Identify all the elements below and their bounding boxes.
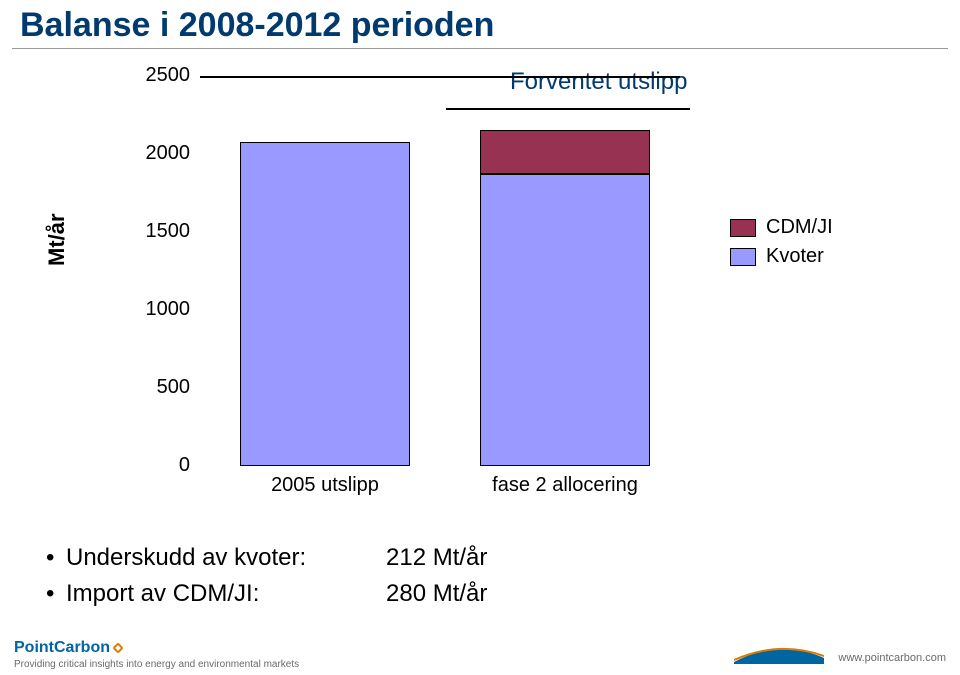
bullet-icon: • [46, 540, 66, 576]
ytick-1000: 1000 [120, 298, 190, 321]
fact-underskudd: • Underskudd av kvoter: 212 Mt/år [46, 540, 586, 576]
bar-segment-cdmji-1 [480, 130, 650, 174]
fact-label-0: Underskudd av kvoter: [66, 540, 386, 576]
slide: Balanse i 2008-2012 perioden Forventet u… [0, 0, 960, 675]
fact-label-1: Import av CDM/JI: [66, 576, 386, 612]
title-divider [12, 48, 948, 49]
footer: PointCarbon Providing critical insights … [0, 633, 960, 675]
ytick-2500: 2500 [120, 64, 190, 87]
facts-list: • Underskudd av kvoter: 212 Mt/år • Impo… [46, 540, 586, 612]
page-title: Balanse i 2008-2012 perioden [20, 6, 494, 45]
fact-import: • Import av CDM/JI: 280 Mt/år [46, 576, 586, 612]
bar-fase2-allocering [480, 130, 650, 466]
xtick-1: fase 2 allocering [470, 474, 660, 497]
ytick-500: 500 [120, 376, 190, 399]
ytick-0: 0 [120, 454, 190, 477]
legend-label-kvoter: Kvoter [766, 245, 824, 268]
bar-2005-utslipp [240, 142, 410, 466]
bullet-icon: • [46, 576, 66, 612]
y-axis-label: Mt/år [44, 213, 70, 266]
bar-segment-kvoter-1 [480, 174, 650, 466]
brand-name: PointCarbon [14, 639, 299, 657]
legend-item-cdmji: CDM/JI [730, 216, 900, 239]
brand-text: PointCarbon [14, 639, 110, 657]
fact-value-1: 280 Mt/år [386, 576, 586, 612]
ytick-2000: 2000 [120, 142, 190, 165]
legend-label-cdmji: CDM/JI [766, 216, 833, 239]
legend-swatch-cdmji [730, 219, 756, 237]
xtick-0: 2005 utslipp [230, 474, 420, 497]
brand-accent-icon [112, 642, 123, 653]
plot-area [200, 76, 680, 466]
brand-url: www.pointcarbon.com [838, 652, 946, 664]
brand-tagline: Providing critical insights into energy … [14, 659, 299, 670]
ytick-1500: 1500 [120, 220, 190, 243]
fact-value-0: 212 Mt/år [386, 540, 586, 576]
brand-block: PointCarbon Providing critical insights … [14, 639, 299, 670]
legend-swatch-kvoter [730, 248, 756, 266]
legend: CDM/JI Kvoter [730, 216, 900, 274]
legend-item-kvoter: Kvoter [730, 245, 900, 268]
brand-swoosh-icon [734, 644, 824, 664]
bar-segment-kvoter-0 [240, 142, 410, 466]
balance-chart: Forventet utslipp 0 500 1000 1500 2000 2… [40, 66, 920, 526]
